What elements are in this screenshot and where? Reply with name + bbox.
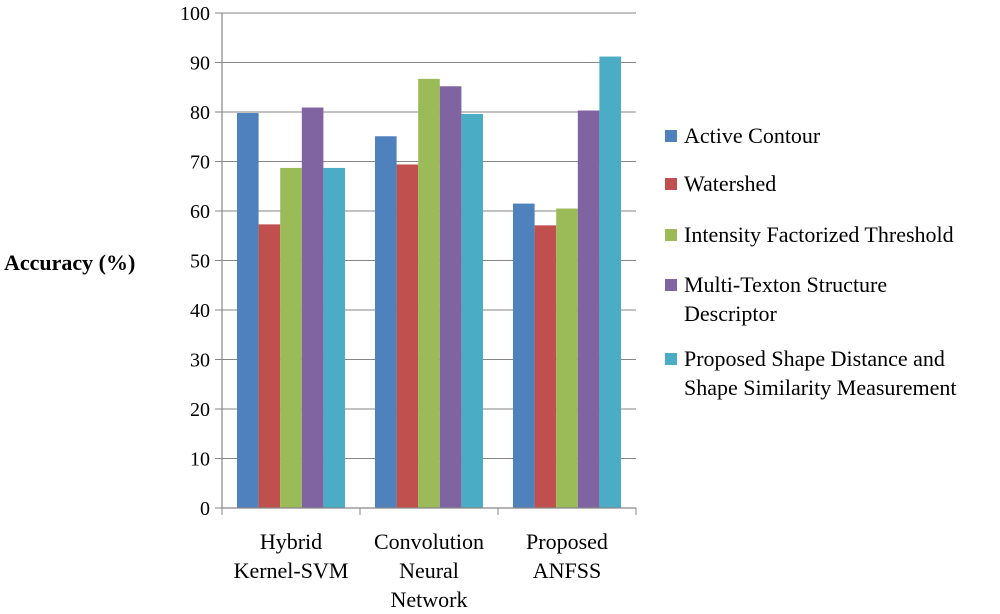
legend-label: Watershed (684, 171, 776, 196)
y-tick-label: 100 (180, 3, 210, 25)
legend-label: Descriptor (684, 301, 778, 326)
bars (237, 56, 621, 509)
x-category-label: Network (391, 587, 468, 612)
legend-label: Active Contour (684, 123, 821, 148)
legend-label: Proposed Shape Distance and (684, 346, 945, 371)
y-tick-label: 70 (190, 152, 210, 174)
y-axis-label: Accuracy (%) (4, 250, 135, 275)
legend-swatch (665, 229, 677, 241)
bar (556, 208, 578, 508)
bar (396, 164, 419, 508)
bar (237, 112, 259, 509)
x-category-labels: Hybrid Kernel-SVM Convolution Neural Network… (234, 529, 608, 612)
y-tick-label: 10 (190, 449, 210, 471)
y-tick-label: 50 (190, 251, 210, 273)
bar (301, 107, 324, 509)
x-category-label: Hybrid (260, 529, 322, 554)
x-category-label: ANFSS (533, 558, 601, 583)
y-tick-label: 40 (190, 300, 210, 322)
bar (577, 110, 600, 508)
bar (258, 224, 281, 509)
bar (280, 167, 302, 508)
legend-swatch (665, 353, 677, 365)
legend-swatch (665, 178, 677, 190)
x-category-label: Neural (399, 558, 459, 583)
bar (534, 225, 557, 509)
legend-label: Multi-Texton Structure (684, 272, 887, 297)
legend-swatch (665, 279, 677, 291)
y-tick-label: 80 (190, 102, 210, 124)
legend-label: Shape Similarity Measurement (684, 375, 957, 400)
y-tick-label: 60 (190, 201, 210, 223)
axes (215, 12, 637, 515)
x-category-label: Convolution (374, 529, 484, 554)
bar (599, 56, 621, 509)
y-tick-label: 90 (190, 53, 210, 75)
x-category-label: Proposed (526, 529, 608, 554)
x-category-label: Kernel-SVM (234, 558, 349, 583)
y-tick-label: 0 (200, 498, 210, 520)
bar (439, 86, 462, 508)
y-tick-labels: 0 10 20 30 40 50 60 70 80 90 100 (180, 3, 210, 520)
legend-swatch (665, 130, 677, 142)
bar (418, 78, 440, 509)
bar (461, 113, 483, 508)
y-tick-label: 20 (190, 399, 210, 421)
legend-label: Intensity Factorized Threshold (684, 222, 954, 247)
bar (513, 203, 535, 508)
y-tick-label: 30 (190, 350, 210, 372)
bar (323, 167, 345, 508)
bar (375, 136, 397, 508)
legend: Active Contour Watershed Intensity Factori… (665, 123, 957, 400)
